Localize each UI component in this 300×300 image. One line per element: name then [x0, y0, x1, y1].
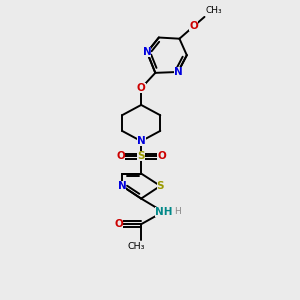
Text: O: O: [158, 152, 166, 161]
Text: N: N: [137, 136, 146, 146]
Text: O: O: [137, 83, 146, 93]
Text: NH: NH: [154, 207, 172, 217]
Text: N: N: [118, 181, 126, 191]
Text: O: O: [116, 152, 125, 161]
Text: S: S: [157, 181, 164, 191]
Text: CH₃: CH₃: [206, 6, 223, 15]
Text: N: N: [174, 67, 182, 77]
Text: O: O: [189, 21, 198, 31]
Text: CH₃: CH₃: [128, 242, 146, 251]
Text: O: O: [115, 219, 124, 229]
Text: H: H: [174, 207, 181, 216]
Text: N: N: [143, 47, 152, 57]
Text: S: S: [137, 152, 145, 161]
